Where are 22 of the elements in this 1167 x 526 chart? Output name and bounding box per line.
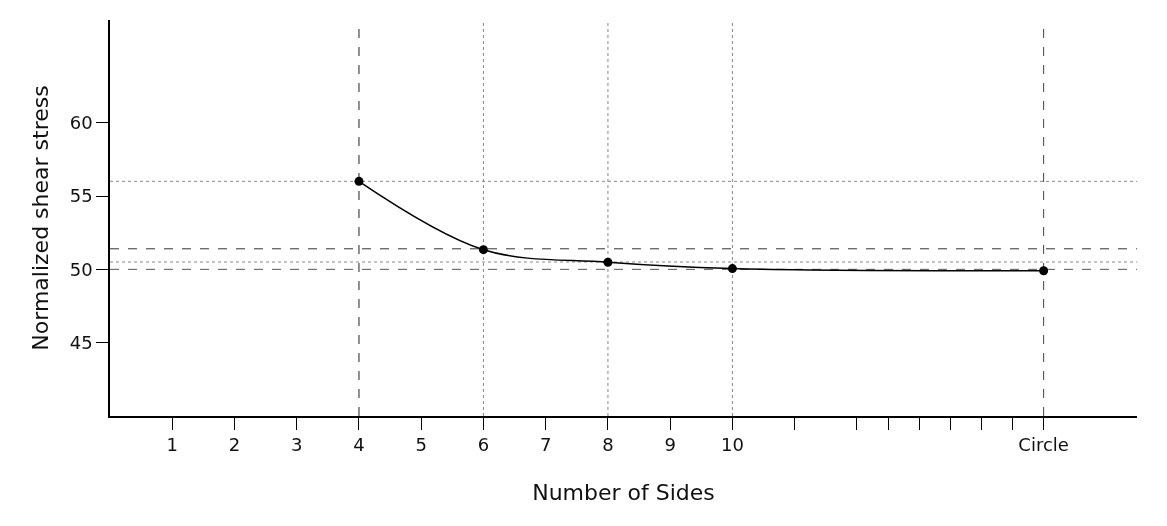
y-tick-label: 50	[69, 258, 93, 280]
y-tick-label: 60	[69, 111, 93, 133]
x-axis-title: Number of Sides	[532, 479, 715, 505]
y-tick-label: 45	[69, 331, 93, 353]
x-tick-label: 5	[415, 434, 427, 456]
x-tick-label: 8	[602, 434, 614, 456]
x-tick-label: 10	[720, 434, 744, 456]
x-tick-label: 9	[664, 434, 676, 456]
x-tick-label: 3	[291, 434, 303, 456]
x-tick-label: 6	[477, 434, 490, 456]
point	[727, 264, 737, 274]
x-tick-label: 2	[228, 434, 241, 456]
point	[1039, 266, 1049, 276]
point	[354, 176, 364, 186]
x-tick-label: Circle	[1018, 434, 1069, 456]
x-tick-label: 7	[539, 434, 552, 456]
point	[603, 257, 613, 267]
x-tick-label: 4	[353, 434, 365, 456]
point	[478, 245, 488, 255]
y-axis-title: Normalized shear stress	[28, 85, 54, 351]
y-tick-label: 55	[69, 185, 93, 207]
x-tick-label: 1	[166, 434, 178, 456]
